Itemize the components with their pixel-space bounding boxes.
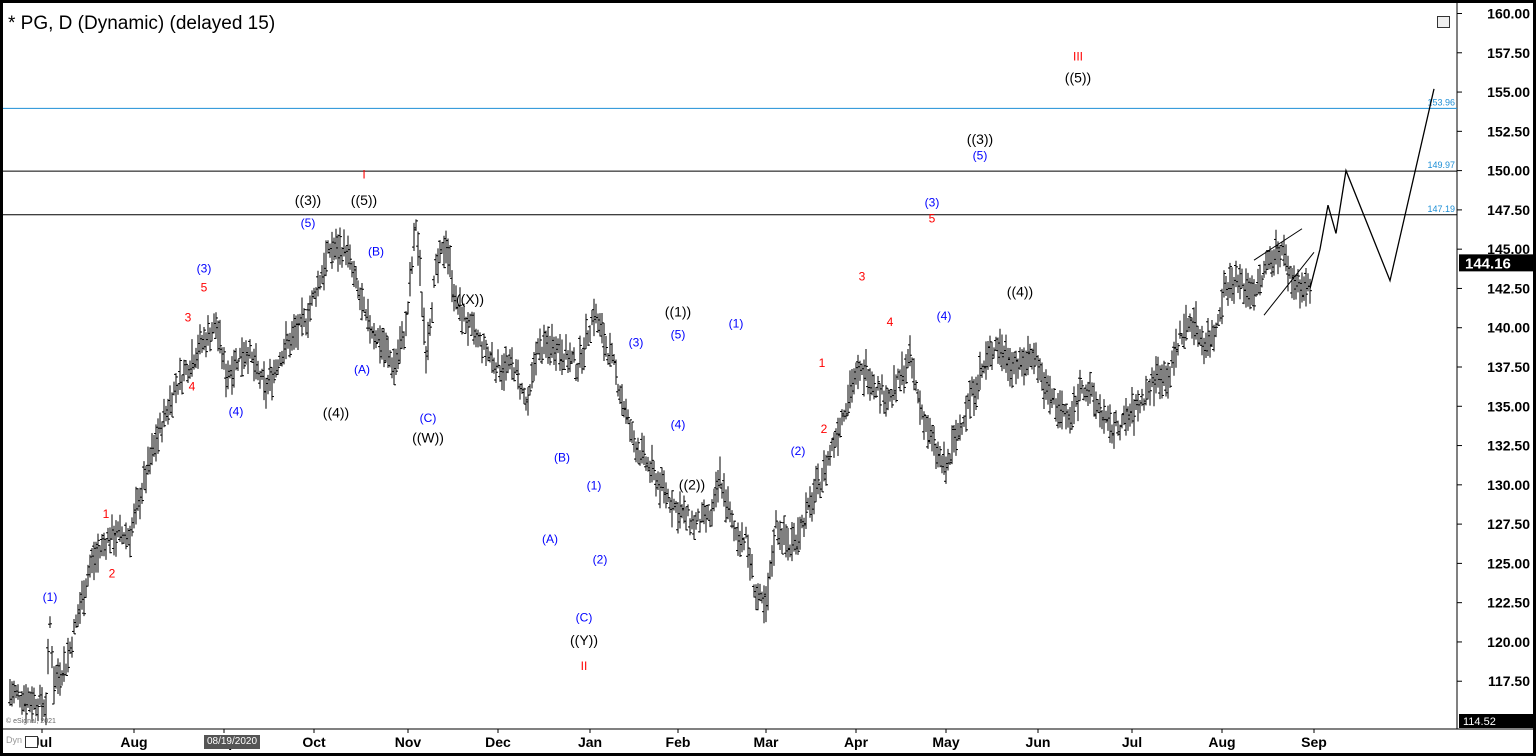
projection-path	[1309, 88, 1435, 289]
y-tick-label: 135.00	[1487, 398, 1530, 414]
wave-label: 5	[201, 281, 208, 295]
cursor-date-box: 08/19/2020	[204, 735, 260, 749]
wave-label: (A)	[542, 532, 558, 546]
wave-label: (A)	[354, 362, 370, 376]
plot-background	[3, 3, 1457, 729]
dyn-label: Dyn	[6, 735, 23, 745]
y-tick-label: 137.50	[1487, 359, 1530, 375]
wave-label: ((1))	[665, 304, 691, 320]
y-tick-label: 147.50	[1487, 202, 1530, 218]
axis-background	[1457, 3, 1533, 729]
wave-label: (2)	[593, 552, 608, 566]
y-tick-label: 120.00	[1487, 634, 1530, 650]
wave-label: (C)	[576, 611, 593, 625]
restore-icon[interactable]	[1437, 16, 1450, 28]
wave-label: I	[362, 167, 365, 181]
triangle-trendline	[1253, 228, 1303, 261]
wave-label: (C)	[420, 411, 437, 425]
wave-label: (4)	[229, 405, 244, 419]
wave-label: (3)	[925, 196, 940, 210]
wave-label: (5)	[671, 328, 686, 342]
last-price-label: 144.16	[1465, 255, 1511, 272]
x-tick-label: May	[932, 734, 959, 750]
wave-label: 5	[929, 211, 936, 225]
wave-label: ((Y))	[570, 632, 598, 648]
wave-label: (1)	[43, 590, 58, 604]
y-tick-label: 122.50	[1487, 595, 1530, 611]
wave-label: ((4))	[323, 404, 349, 420]
x-tick-label: Jul	[1122, 734, 1142, 750]
y-tick-label: 127.50	[1487, 516, 1530, 532]
wave-label: 4	[887, 315, 894, 329]
x-tick-label: Feb	[666, 734, 691, 750]
wave-label: (B)	[368, 244, 384, 258]
wave-label: ((5))	[351, 192, 377, 208]
x-tick-label: Oct	[302, 734, 326, 750]
x-tick-label: Nov	[395, 734, 422, 750]
x-tick-label: Mar	[754, 734, 779, 750]
wave-label: (1)	[587, 479, 602, 493]
level-label: 153.96	[1427, 97, 1455, 107]
wave-label: (5)	[973, 149, 988, 163]
wave-label: (5)	[301, 216, 316, 230]
wave-label: 4	[189, 380, 196, 394]
wave-label: 2	[109, 567, 116, 581]
y-tick-label: 130.00	[1487, 477, 1530, 493]
wave-label: ((4))	[1007, 283, 1033, 299]
wave-label: II	[581, 659, 588, 673]
y-tick-label: 155.00	[1487, 84, 1530, 100]
wave-label: (2)	[791, 444, 806, 458]
x-tick-label: Jan	[578, 734, 602, 750]
y-tick-label: 152.50	[1487, 123, 1530, 139]
y-tick-label: 160.00	[1487, 6, 1530, 22]
level-label: 147.19	[1427, 204, 1455, 214]
x-tick-label: Jun	[1026, 734, 1051, 750]
wave-label: (4)	[937, 309, 952, 323]
y-tick-label: 117.50	[1488, 673, 1530, 689]
copyright-text: © eSignal, 2021	[6, 718, 56, 725]
y-tick-label: 142.50	[1487, 280, 1530, 296]
wave-label: ((X))	[456, 291, 484, 307]
wave-label: ((3))	[295, 192, 321, 208]
level-label: 149.97	[1427, 160, 1455, 170]
wave-label: 2	[821, 422, 828, 436]
wave-label: (3)	[197, 262, 212, 276]
low-price-label: 114.52	[1463, 716, 1496, 728]
x-tick-label: Sep	[1301, 734, 1327, 750]
y-tick-label: 125.00	[1487, 555, 1530, 571]
wave-label: ((W))	[412, 429, 444, 445]
triangle-trendline	[1263, 251, 1315, 316]
wave-label: 3	[185, 310, 192, 324]
y-tick-label: 157.50	[1487, 45, 1530, 61]
y-tick-label: 132.50	[1487, 438, 1530, 454]
wave-label: ((2))	[679, 477, 705, 493]
low-price-box	[1459, 714, 1533, 728]
wave-label: ((5))	[1065, 70, 1091, 86]
wave-label: (3)	[629, 336, 644, 350]
wave-label: ((3))	[967, 131, 993, 147]
last-price-box	[1459, 254, 1533, 272]
wave-label: 1	[819, 356, 826, 370]
x-tick-label: Aug	[1208, 734, 1235, 750]
y-tick-label: 150.00	[1487, 163, 1530, 179]
y-tick-label: 140.00	[1487, 320, 1530, 336]
wave-label: (4)	[671, 417, 686, 431]
wave-label: 1	[103, 507, 110, 521]
wave-label: 3	[859, 270, 866, 284]
x-tick-label: Aug	[120, 734, 147, 750]
x-tick-label: Apr	[844, 734, 869, 750]
y-tick-label: 145.00	[1487, 241, 1530, 257]
chart-title: * PG, D (Dynamic) (delayed 15)	[8, 13, 276, 34]
x-tick-label: Dec	[485, 734, 511, 750]
calendar-icon[interactable]	[25, 736, 38, 748]
wave-label: III	[1073, 50, 1083, 64]
wave-label: (B)	[554, 450, 570, 464]
wave-label: (1)	[729, 317, 744, 331]
